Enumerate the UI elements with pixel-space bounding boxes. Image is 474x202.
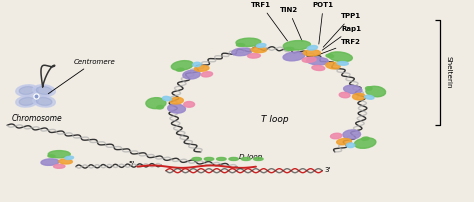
- Ellipse shape: [337, 139, 351, 145]
- Ellipse shape: [59, 159, 73, 164]
- Ellipse shape: [19, 97, 35, 105]
- Ellipse shape: [237, 44, 245, 46]
- Text: Chromosome: Chromosome: [12, 114, 63, 123]
- Ellipse shape: [16, 85, 38, 96]
- Ellipse shape: [36, 97, 52, 105]
- Ellipse shape: [163, 96, 171, 101]
- Ellipse shape: [326, 62, 340, 69]
- Ellipse shape: [184, 102, 195, 107]
- Ellipse shape: [303, 50, 320, 56]
- Ellipse shape: [346, 143, 355, 148]
- Ellipse shape: [283, 41, 310, 50]
- Ellipse shape: [285, 47, 294, 50]
- Ellipse shape: [36, 86, 52, 95]
- Ellipse shape: [312, 65, 325, 70]
- Ellipse shape: [353, 93, 365, 100]
- Ellipse shape: [176, 68, 184, 71]
- Ellipse shape: [201, 72, 212, 77]
- Ellipse shape: [48, 151, 70, 158]
- Ellipse shape: [337, 62, 348, 65]
- Ellipse shape: [365, 87, 372, 90]
- Text: TRF1: TRF1: [251, 2, 287, 41]
- Text: TPP1: TPP1: [323, 13, 361, 47]
- Ellipse shape: [283, 52, 305, 61]
- Ellipse shape: [170, 97, 183, 104]
- Ellipse shape: [204, 158, 214, 160]
- Text: 5': 5': [129, 161, 135, 167]
- Ellipse shape: [307, 45, 318, 50]
- Ellipse shape: [362, 137, 369, 140]
- Ellipse shape: [168, 104, 185, 113]
- Ellipse shape: [366, 86, 386, 97]
- Ellipse shape: [343, 130, 361, 139]
- Text: 3': 3': [325, 167, 331, 173]
- Ellipse shape: [307, 57, 328, 65]
- Ellipse shape: [365, 95, 374, 99]
- Text: POT1: POT1: [313, 2, 334, 44]
- Ellipse shape: [16, 96, 38, 107]
- Ellipse shape: [354, 138, 376, 148]
- Ellipse shape: [236, 38, 261, 46]
- Ellipse shape: [256, 44, 266, 47]
- Ellipse shape: [65, 156, 73, 160]
- Ellipse shape: [217, 158, 226, 160]
- Ellipse shape: [232, 48, 252, 56]
- Text: D loop: D loop: [239, 154, 263, 160]
- Ellipse shape: [344, 85, 362, 94]
- Ellipse shape: [171, 61, 193, 70]
- Text: TRF2: TRF2: [316, 39, 361, 56]
- Ellipse shape: [229, 158, 238, 160]
- Ellipse shape: [192, 158, 201, 160]
- Ellipse shape: [194, 65, 209, 71]
- Text: TIN2: TIN2: [280, 7, 302, 41]
- Text: Centromere: Centromere: [48, 59, 115, 94]
- Ellipse shape: [241, 158, 251, 160]
- Ellipse shape: [254, 158, 263, 160]
- Ellipse shape: [193, 62, 201, 67]
- Ellipse shape: [328, 52, 352, 62]
- Ellipse shape: [33, 96, 55, 107]
- Ellipse shape: [146, 98, 166, 109]
- Ellipse shape: [247, 54, 260, 58]
- Ellipse shape: [251, 47, 266, 53]
- Ellipse shape: [339, 92, 350, 98]
- Text: Shelterin: Shelterin: [446, 57, 451, 89]
- Ellipse shape: [19, 86, 35, 95]
- Ellipse shape: [183, 70, 200, 79]
- Text: T loop: T loop: [261, 115, 289, 124]
- Ellipse shape: [302, 57, 316, 62]
- Text: Rap1: Rap1: [322, 26, 361, 50]
- Ellipse shape: [33, 85, 55, 96]
- Ellipse shape: [48, 155, 55, 157]
- Ellipse shape: [41, 159, 59, 165]
- Ellipse shape: [330, 133, 342, 139]
- Ellipse shape: [326, 54, 334, 58]
- Ellipse shape: [54, 164, 65, 168]
- Ellipse shape: [157, 105, 164, 109]
